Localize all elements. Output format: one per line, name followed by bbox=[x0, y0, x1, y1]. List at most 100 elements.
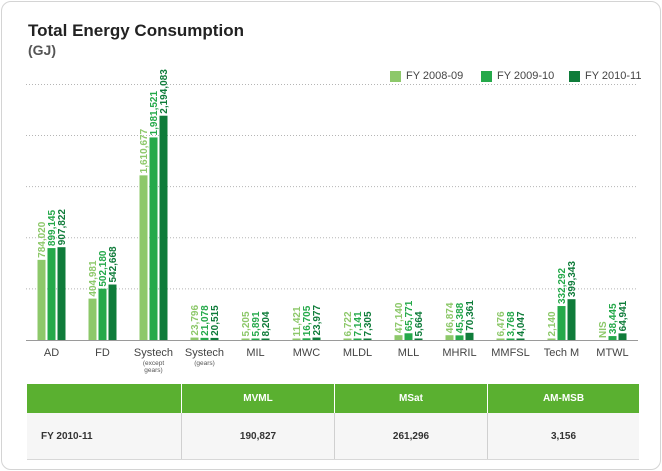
bar bbox=[455, 335, 464, 340]
data-label: 70,361 bbox=[465, 300, 476, 331]
data-label: 5,205 bbox=[241, 311, 252, 336]
table-header-cell: AM-MSB bbox=[487, 384, 639, 413]
data-label: 23,796 bbox=[190, 305, 201, 336]
category-label: Tech M bbox=[544, 347, 579, 359]
bar bbox=[394, 335, 403, 340]
data-label: 20,515 bbox=[210, 305, 221, 336]
data-label: 47,140 bbox=[394, 302, 405, 333]
chart-unit-subtitle: (GJ) bbox=[28, 42, 56, 58]
data-label: 7,305 bbox=[363, 311, 374, 336]
bar bbox=[98, 288, 107, 340]
data-label: 16,705 bbox=[302, 305, 313, 336]
bar bbox=[312, 337, 321, 340]
legend-label: FY 2009-10 bbox=[497, 70, 555, 82]
category-label: MMFSL bbox=[491, 347, 530, 359]
legend-item-fy-2009-10: FY 2009-10 bbox=[481, 70, 554, 82]
data-label: 1,981,521 bbox=[149, 91, 160, 136]
data-label: 399,343 bbox=[567, 261, 578, 298]
bar bbox=[608, 336, 617, 340]
bar bbox=[57, 247, 66, 340]
data-label: 4,047 bbox=[516, 311, 527, 336]
bar bbox=[251, 338, 260, 340]
bar bbox=[88, 298, 97, 340]
data-label: 45,388 bbox=[455, 302, 466, 333]
bar bbox=[149, 137, 158, 340]
data-label: 38,445 bbox=[608, 303, 619, 334]
data-label: 899,145 bbox=[47, 210, 58, 247]
bar bbox=[445, 335, 454, 340]
category-label: AD bbox=[44, 347, 59, 359]
bar bbox=[343, 338, 352, 340]
legend-swatch bbox=[569, 70, 580, 82]
data-label: 46,874 bbox=[445, 302, 456, 333]
data-label: 23,977 bbox=[312, 305, 323, 336]
bar bbox=[414, 338, 423, 340]
bar bbox=[200, 337, 209, 340]
bar bbox=[261, 338, 270, 340]
data-table: MVML MSat AM-MSB FY 2010-11 190,827 261,… bbox=[27, 384, 639, 460]
bar bbox=[108, 284, 117, 340]
category-sublabel: gears) bbox=[144, 367, 162, 374]
category-label: FD bbox=[95, 347, 110, 359]
table-header-cell bbox=[27, 384, 182, 413]
data-label: NIS bbox=[598, 321, 609, 338]
legend-item-fy-2010-11: FY 2010-11 bbox=[569, 70, 641, 82]
legend-label: FY 2008-09 bbox=[406, 70, 464, 82]
bar bbox=[139, 175, 148, 340]
chart-title: Total Energy Consumption bbox=[28, 21, 244, 40]
bar bbox=[567, 299, 576, 340]
data-label: 65,771 bbox=[404, 300, 415, 331]
data-label: 907,822 bbox=[57, 209, 68, 246]
bar bbox=[516, 338, 525, 340]
bar bbox=[210, 337, 219, 340]
category-sublabel: (except bbox=[143, 360, 165, 367]
table-header-row: MVML MSat AM-MSB bbox=[27, 384, 639, 413]
bar bbox=[37, 259, 46, 340]
category-sublabel: (gears) bbox=[194, 360, 215, 367]
category-label: MIL bbox=[246, 347, 264, 359]
bar bbox=[465, 332, 474, 340]
data-label: 784,020 bbox=[37, 221, 48, 258]
data-label: 542,668 bbox=[108, 246, 119, 283]
category-label: Systech bbox=[185, 347, 224, 359]
category-label: MWC bbox=[293, 347, 321, 359]
table-header-cell: MSat bbox=[334, 384, 488, 413]
bar bbox=[302, 338, 311, 340]
category-label: MTWL bbox=[596, 347, 628, 359]
table-header-cell: MVML bbox=[181, 384, 335, 413]
table-cell: 3,156 bbox=[487, 413, 639, 460]
data-label: 404,981 bbox=[88, 260, 99, 297]
bar bbox=[292, 338, 301, 340]
category-label: Systech bbox=[134, 347, 173, 359]
bar bbox=[241, 338, 250, 340]
table-cell: 261,296 bbox=[334, 413, 488, 460]
data-label: 11,421 bbox=[292, 306, 303, 336]
bar bbox=[618, 333, 627, 340]
data-label: 3,768 bbox=[506, 311, 517, 336]
data-label: 8,204 bbox=[261, 311, 272, 336]
bar bbox=[496, 338, 505, 340]
bar bbox=[506, 338, 515, 340]
data-label: 5,891 bbox=[251, 311, 262, 336]
data-label: 7,141 bbox=[353, 311, 364, 336]
category-label: MHRIL bbox=[442, 347, 476, 359]
data-label: 332,292 bbox=[557, 267, 568, 304]
bar bbox=[557, 306, 566, 340]
legend-swatch bbox=[481, 70, 492, 82]
category-label: MLL bbox=[398, 347, 419, 359]
bar bbox=[404, 333, 413, 340]
data-label: 1,610,677 bbox=[139, 128, 150, 173]
bar bbox=[547, 338, 556, 340]
table-cell: 190,827 bbox=[181, 413, 335, 460]
data-label: 5,664 bbox=[414, 311, 425, 336]
bar bbox=[47, 248, 56, 340]
bar bbox=[190, 337, 199, 340]
bar bbox=[159, 115, 168, 340]
data-label: 2,194,083 bbox=[159, 69, 170, 114]
table-row: FY 2010-11 190,827 261,296 3,156 bbox=[27, 413, 639, 460]
table-cell: FY 2010-11 bbox=[27, 413, 182, 460]
legend-item-fy-2008-09: FY 2008-09 bbox=[390, 70, 463, 82]
chart-legend: FY 2008-09 FY 2009-10 FY 2010-11 bbox=[2, 70, 660, 86]
data-label: 2,140 bbox=[547, 311, 558, 336]
